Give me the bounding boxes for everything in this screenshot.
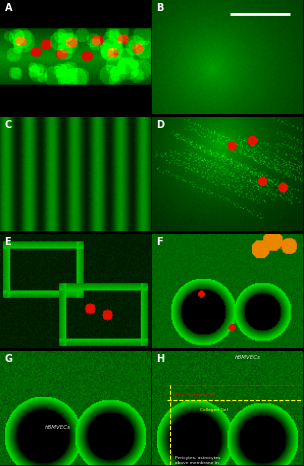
Text: hBMVECs: hBMVECs bbox=[235, 356, 261, 361]
Text: hBMVECs: hBMVECs bbox=[45, 425, 71, 430]
Text: Brain Compartment: Brain Compartment bbox=[173, 393, 216, 397]
Text: D: D bbox=[157, 120, 164, 130]
Text: E: E bbox=[5, 237, 11, 247]
Text: Pericytes, astrocytes
above membrane in
brain compartment
(layer 2): Pericytes, astrocytes above membrane in … bbox=[174, 456, 220, 466]
Text: A: A bbox=[5, 3, 12, 14]
Text: C: C bbox=[5, 120, 12, 130]
Text: F: F bbox=[157, 237, 163, 247]
Text: B: B bbox=[157, 3, 164, 14]
Text: Collagen Gel: Collagen Gel bbox=[200, 408, 228, 412]
Text: G: G bbox=[5, 354, 12, 364]
Text: H: H bbox=[157, 354, 165, 364]
